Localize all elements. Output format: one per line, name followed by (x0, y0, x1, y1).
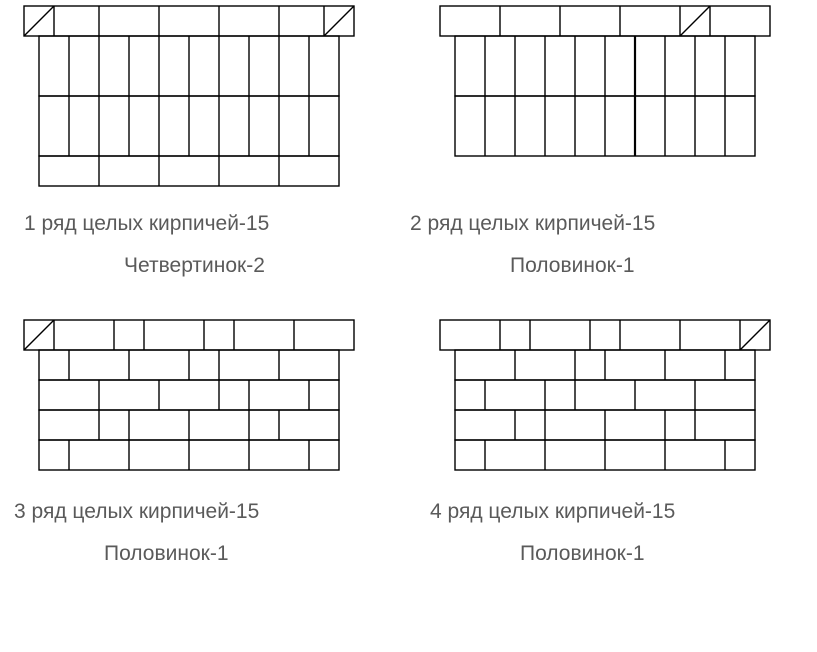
brick-cell (24, 6, 354, 36)
brick-cell (455, 380, 755, 410)
brick-edge (740, 320, 770, 350)
caption: 3 ряд целых кирпичей-15 (14, 500, 259, 524)
caption: Четвертинок-2 (124, 254, 265, 278)
brick-cell (24, 320, 354, 350)
brick-edge (324, 6, 354, 36)
caption: 2 ряд целых кирпичей-15 (410, 212, 655, 236)
brick-cell (39, 156, 339, 186)
caption: Половинок-1 (104, 542, 229, 566)
brick-edge (24, 6, 54, 36)
brick-cell (39, 380, 339, 410)
caption: 4 ряд целых кирпичей-15 (430, 500, 675, 524)
brick-edge (680, 6, 710, 36)
caption: Половинок-1 (510, 254, 635, 278)
caption: Половинок-1 (520, 542, 645, 566)
brick-cell (440, 6, 770, 36)
page: 1 ряд целых кирпичей-15 Четвертинок-2 2 ря… (0, 0, 817, 652)
caption: 1 ряд целых кирпичей-15 (24, 212, 269, 236)
brick-cell (440, 320, 770, 350)
brick-edge (24, 320, 54, 350)
